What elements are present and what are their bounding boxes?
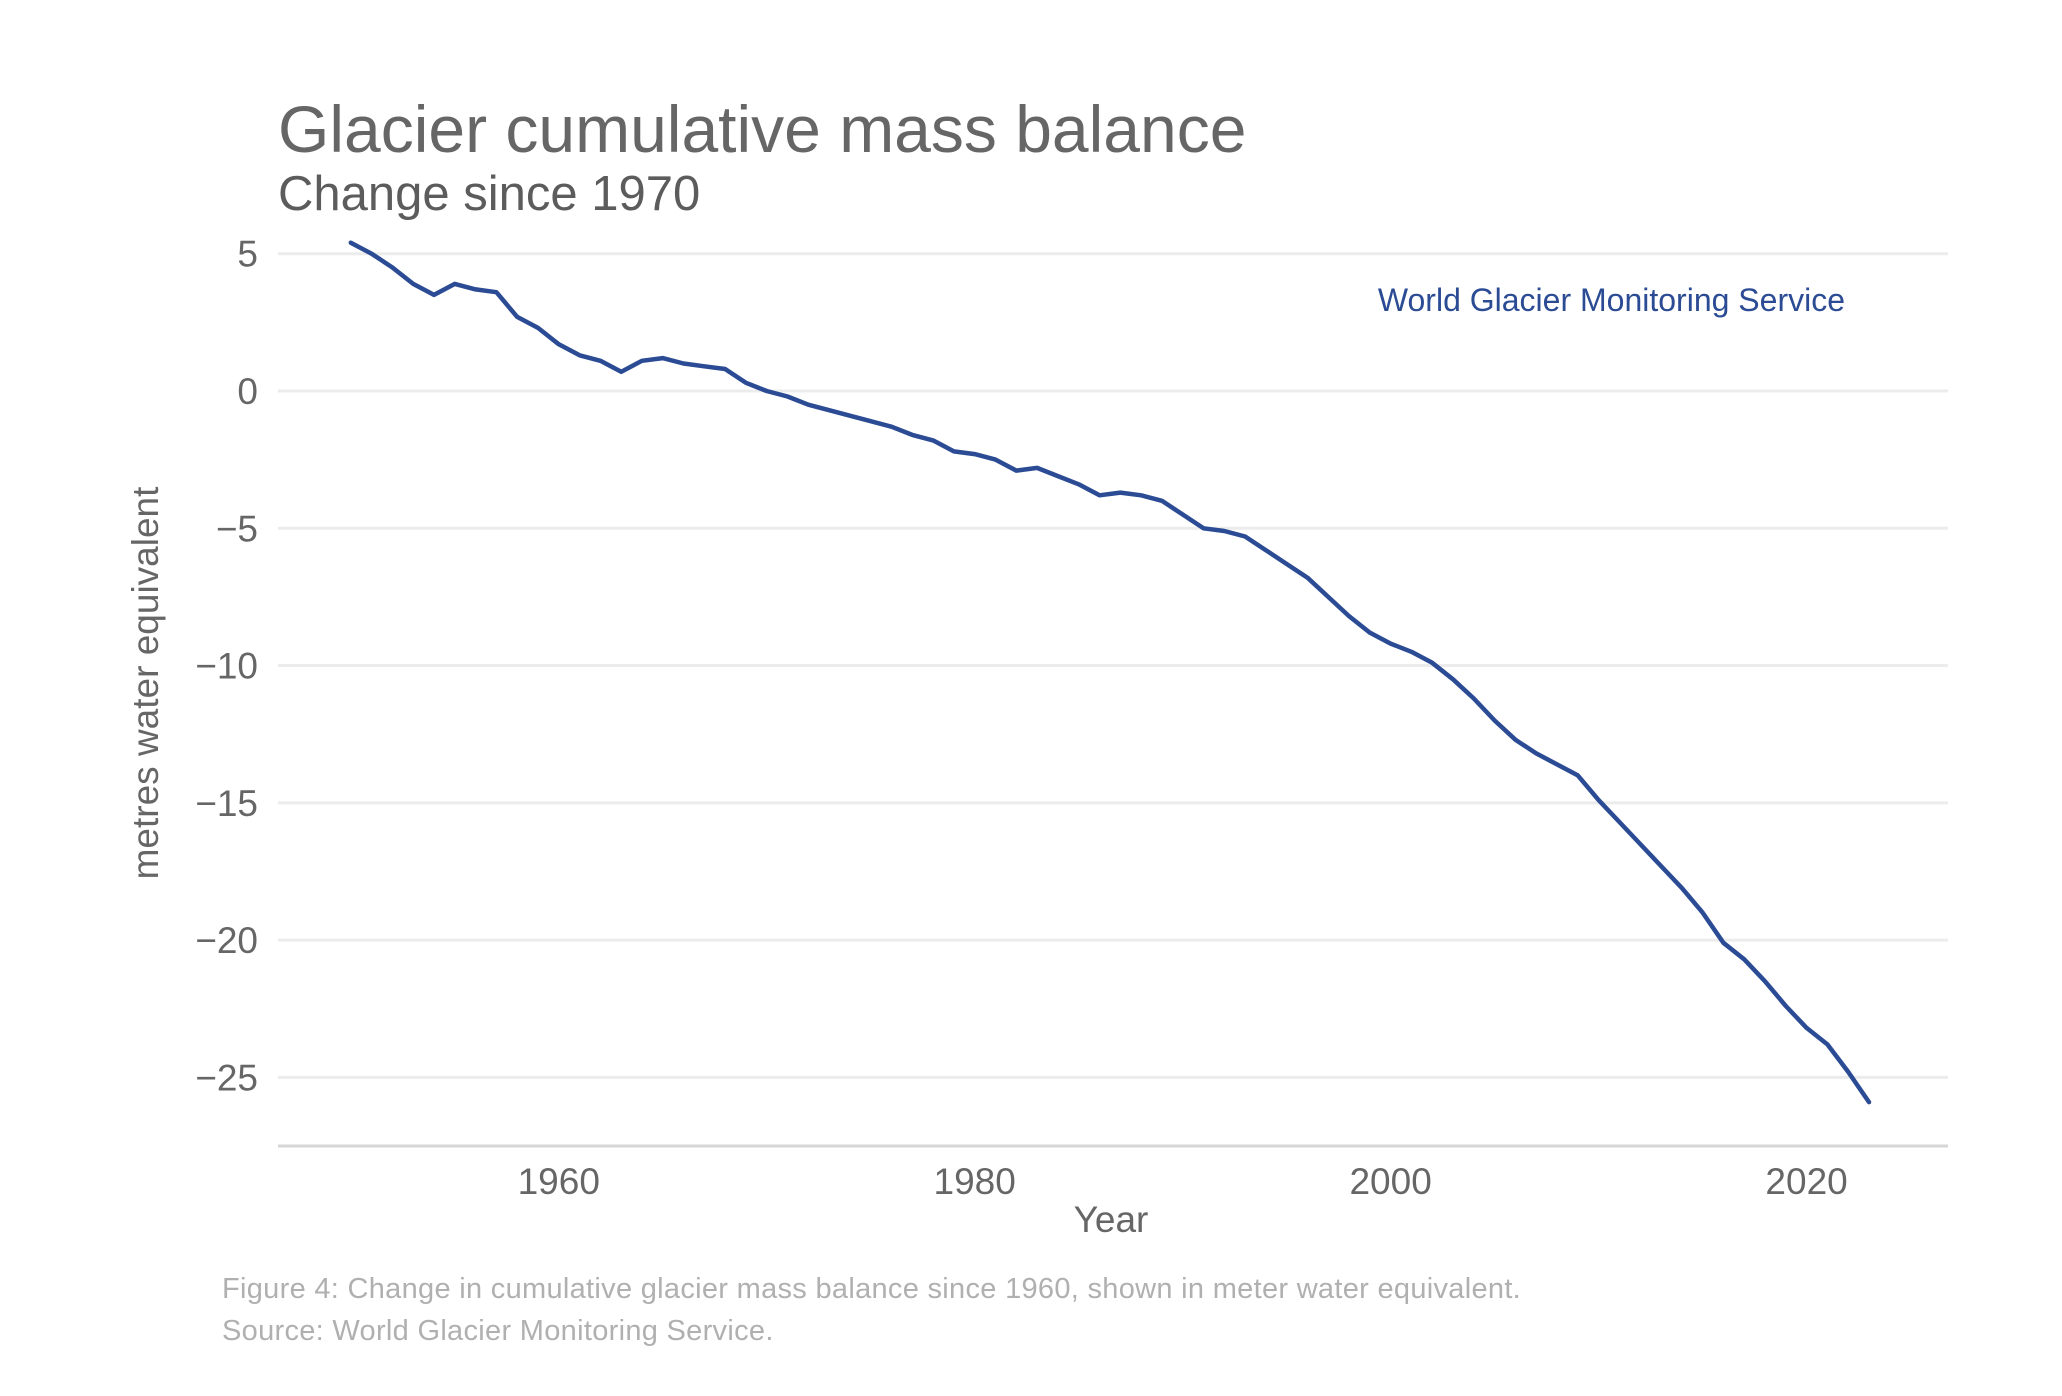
y-axis-ticks: 5 0 −5 −10 −15 −20 −25	[195, 234, 258, 1099]
chart-title: Glacier cumulative mass balance	[278, 92, 1246, 166]
y-tick-label: 0	[237, 371, 258, 412]
chart-subtitle: Change since 1970	[278, 167, 700, 221]
figure-caption: Figure 4: Change in cumulative glacier m…	[222, 1268, 1842, 1352]
y-tick-label: −25	[195, 1057, 258, 1098]
gridlines	[278, 252, 1948, 1079]
source-annotation: World Glacier Monitoring Service	[1378, 282, 1845, 318]
x-tick-label: 2020	[1765, 1161, 1847, 1202]
y-tick-label: 5	[237, 234, 258, 275]
y-axis-label: metres water equivalent	[125, 486, 166, 880]
x-tick-label: 1960	[518, 1161, 600, 1202]
x-axis-ticks: 1960 1980 2000 2020	[518, 1161, 1848, 1202]
x-tick-label: 1980	[934, 1161, 1016, 1202]
chart: Glacier cumulative mass balance Change s…	[125, 92, 1948, 1240]
x-tick-label: 2000	[1349, 1161, 1431, 1202]
y-tick-label: −10	[195, 646, 258, 687]
series-line-mass-balance	[348, 240, 1872, 1105]
y-tick-label: −20	[195, 920, 258, 961]
y-tick-label: −5	[216, 508, 258, 549]
caption-line-2: Source: World Glacier Monitoring Service…	[222, 1315, 774, 1347]
y-tick-label: −15	[195, 783, 258, 824]
caption-line-1: Figure 4: Change in cumulative glacier m…	[222, 1273, 1522, 1305]
x-axis-label: Year	[1074, 1199, 1149, 1240]
